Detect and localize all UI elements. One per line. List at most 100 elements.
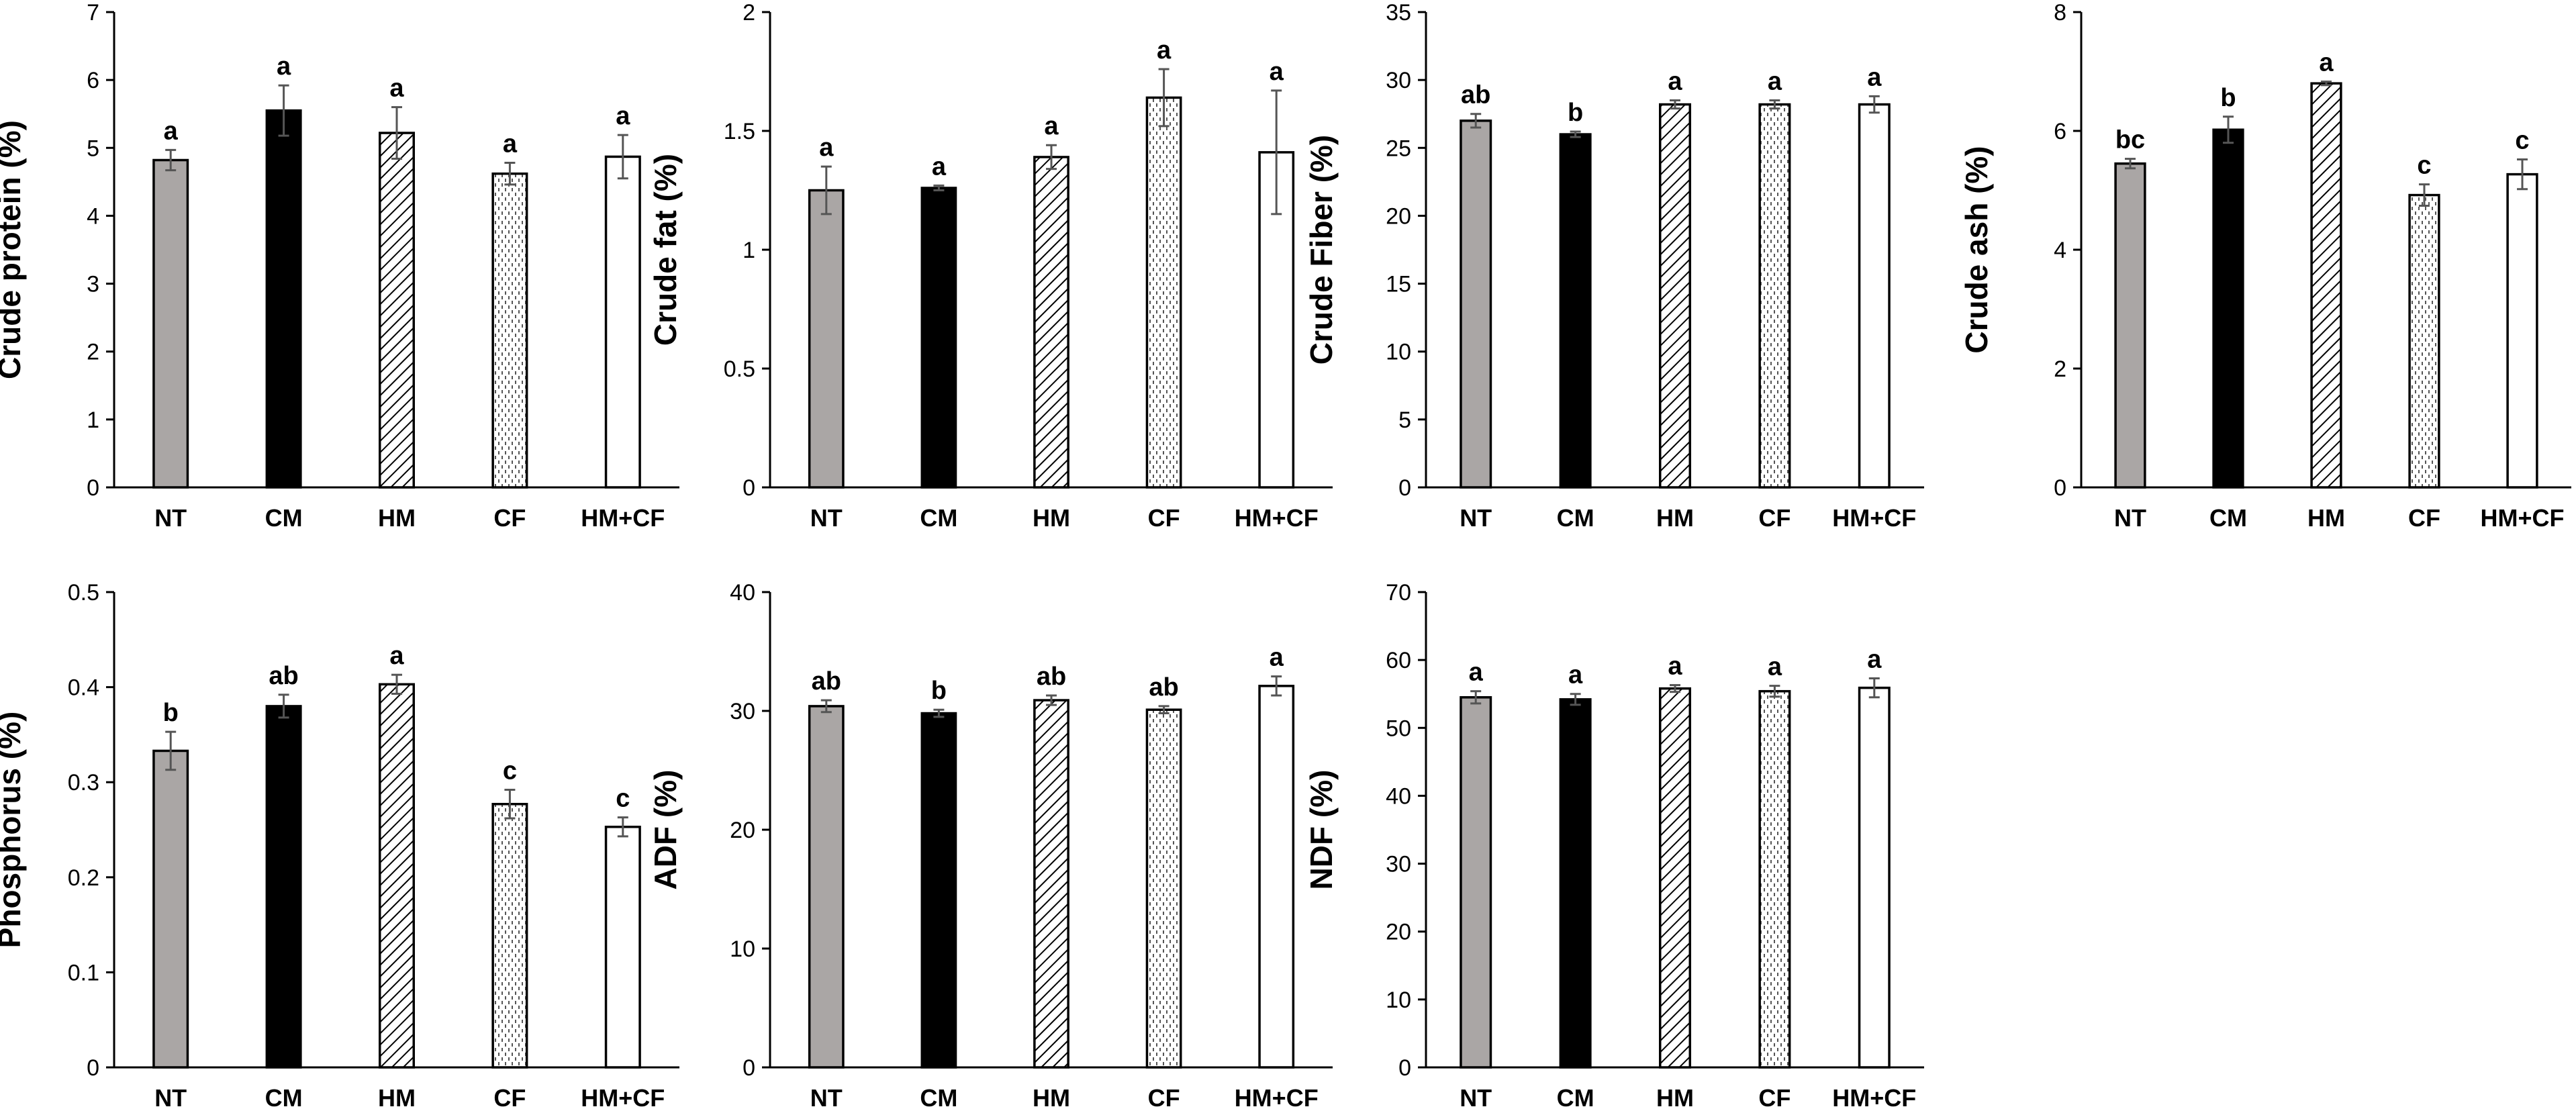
- bar-cm: [920, 187, 957, 489]
- bar-hm-cf: [2506, 173, 2538, 489]
- bar-hm: [1658, 103, 1692, 489]
- chart-panel-5: Phosphorus (%) 0 0.1 0.2 0.3 0.4 0.5 b NT ab CM a HM…: [0, 580, 679, 1111]
- x-tick-label: HM+CF: [1832, 1084, 1916, 1111]
- y-tick-label: 0: [1398, 1055, 1411, 1081]
- bar-hm-cf: [604, 826, 641, 1069]
- y-axis-title: NDF (%): [1304, 770, 1339, 890]
- chart-panel-2: Crude fat (%) 0 0.5 1 1.5 2 a NT a CM a HM a CF a HM+CF: [648, 0, 1333, 532]
- y-tick-label: 20: [1386, 920, 1411, 945]
- x-tick-label: NT: [810, 1084, 843, 1111]
- x-tick-label: HM+CF: [1235, 1084, 1319, 1111]
- x-tick-label: HM: [378, 1084, 416, 1111]
- x-tick-label: CM: [265, 504, 303, 532]
- x-tick-label: NT: [2114, 504, 2146, 532]
- significance-letter: a: [1867, 63, 1882, 91]
- x-tick-label: CF: [1148, 1084, 1180, 1111]
- x-tick-label: HM: [1033, 1084, 1070, 1111]
- bar-hm: [378, 683, 416, 1069]
- y-tick-label: 30: [1386, 852, 1411, 877]
- y-tick-label: 40: [730, 580, 755, 606]
- y-tick-label: 10: [1386, 340, 1411, 365]
- bar-hm-cf: [1258, 685, 1295, 1069]
- x-tick-label: NT: [810, 504, 843, 532]
- bar-nt: [808, 189, 845, 489]
- y-axis-title: Crude Fiber (%): [1304, 135, 1339, 365]
- y-tick-label: 40: [1386, 783, 1411, 809]
- significance-letter: a: [1469, 659, 1484, 687]
- y-tick-label: 0: [743, 1055, 755, 1081]
- y-axis-title: Crude protein (%): [0, 120, 27, 379]
- significance-letter: a: [1270, 644, 1284, 672]
- significance-letter: a: [616, 102, 630, 130]
- x-tick-label: HM: [1656, 1084, 1694, 1111]
- x-tick-label: CM: [2209, 504, 2247, 532]
- bar-nt: [2114, 162, 2146, 489]
- x-tick-label: CM: [920, 1084, 957, 1111]
- y-tick-label: 6: [87, 68, 99, 93]
- bar-cf: [1758, 103, 1791, 489]
- significance-letter: a: [1867, 645, 1882, 673]
- y-tick-label: 15: [1386, 272, 1411, 297]
- significance-letter: bc: [2115, 126, 2145, 154]
- bar-cf: [1145, 96, 1182, 489]
- bar-nt: [152, 158, 189, 489]
- chart-panel-3: Crude Fiber (%) 0 5 10 15 20 25 30 35 ab NT b CM a HM a…: [1304, 0, 1924, 532]
- x-tick-label: NT: [154, 504, 187, 532]
- significance-letter: b: [2220, 84, 2236, 112]
- bar-nt: [1460, 696, 1492, 1069]
- y-tick-label: 0: [1398, 475, 1411, 501]
- significance-letter: c: [2417, 152, 2431, 180]
- significance-letter: ab: [1149, 673, 1178, 702]
- y-tick-label: 1: [743, 238, 755, 263]
- bar-hm-cf: [1858, 103, 1891, 489]
- y-tick-label: 5: [1398, 407, 1411, 433]
- y-tick-label: 0.3: [68, 770, 99, 795]
- x-tick-label: CF: [2408, 504, 2440, 532]
- y-tick-label: 30: [1386, 68, 1411, 93]
- significance-letter: a: [503, 130, 518, 158]
- bar-nt: [152, 749, 189, 1069]
- x-tick-label: CM: [1557, 1084, 1594, 1111]
- bar-cm: [265, 109, 302, 489]
- significance-letter: ab: [269, 662, 298, 690]
- y-tick-label: 0.1: [68, 960, 99, 985]
- x-tick-label: CM: [1557, 504, 1594, 532]
- bar-cm: [1559, 698, 1592, 1069]
- y-tick-label: 10: [1386, 987, 1411, 1013]
- y-tick-label: 7: [87, 0, 99, 26]
- significance-letter: a: [1668, 653, 1682, 681]
- significance-letter: a: [1044, 112, 1059, 140]
- significance-letter: a: [819, 134, 834, 162]
- x-tick-label: HM+CF: [2481, 504, 2565, 532]
- bar-cf: [2408, 193, 2440, 489]
- y-axis-title: ADF (%): [648, 770, 683, 890]
- bar-hm-cf: [1858, 686, 1891, 1069]
- y-tick-label: 3: [87, 272, 99, 297]
- y-axis-title: Crude ash (%): [1959, 146, 1994, 353]
- x-tick-label: HM+CF: [1832, 504, 1916, 532]
- y-tick-label: 0.5: [724, 356, 755, 382]
- significance-letter: c: [2515, 126, 2529, 154]
- significance-letter: b: [163, 699, 179, 727]
- significance-letter: ab: [1461, 81, 1490, 109]
- bar-cf: [1145, 708, 1182, 1069]
- y-tick-label: 10: [730, 936, 755, 962]
- y-tick-label: 1: [87, 407, 99, 433]
- y-tick-label: 50: [1386, 716, 1411, 741]
- y-tick-label: 20: [1386, 203, 1411, 229]
- bar-hm: [2310, 82, 2342, 489]
- x-tick-label: CF: [493, 504, 526, 532]
- bar-hm: [378, 132, 416, 489]
- bar-cm: [920, 712, 957, 1069]
- bar-cf: [491, 803, 528, 1069]
- y-tick-label: 25: [1386, 136, 1411, 161]
- bar-cf: [491, 172, 528, 489]
- chart-panel-6: ADF (%) 0 10 20 30 40 ab NT b CM ab HM ab CF a HM+CF: [648, 580, 1333, 1111]
- significance-letter: b: [931, 677, 947, 705]
- chart-panel-7: NDF (%) 0 10 20 30 40 50 60 70 a NT a CM a HM a CF a HM+CF: [1304, 580, 1924, 1111]
- y-tick-label: 6: [2054, 119, 2066, 144]
- bar-cm: [2212, 128, 2244, 489]
- y-tick-label: 35: [1386, 0, 1411, 26]
- x-tick-label: HM: [2307, 504, 2345, 532]
- y-tick-label: 2: [87, 340, 99, 365]
